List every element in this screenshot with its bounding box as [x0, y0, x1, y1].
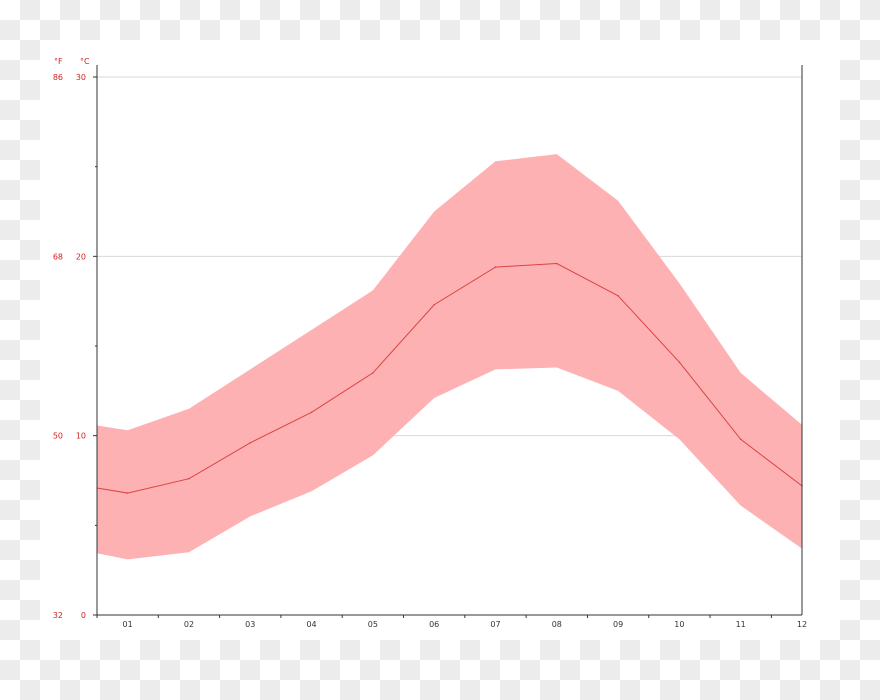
mean-point-07: [494, 266, 497, 268]
x-tick-label-09: 09: [613, 620, 623, 629]
x-tick-label-12: 12: [797, 620, 807, 629]
x-tick-label-11: 11: [736, 620, 746, 629]
y-tick-label-f-86: 86: [53, 73, 63, 82]
mean-point-10: [678, 361, 681, 363]
temperature-range-band: [97, 154, 802, 560]
celsius-unit-label: °C: [80, 57, 90, 66]
x-tick-label-10: 10: [674, 620, 684, 629]
mean-point-09: [617, 294, 619, 297]
mean-point-02: [188, 477, 190, 480]
x-tick-label-04: 04: [306, 620, 316, 629]
mean-point-03: [249, 442, 252, 444]
mean-point-06: [433, 303, 435, 306]
y-tick-label-f-68: 68: [53, 252, 63, 261]
mean-point-05: [372, 372, 374, 374]
x-tick-label-02: 02: [184, 620, 194, 629]
y-tick-label-f-50: 50: [53, 432, 63, 441]
temperature-chart: °F °C 0 32 10 50 20 68 30 86 01 02 03 04 05 06 07 08 09 1…: [53, 57, 807, 629]
x-tick-label-06: 06: [429, 620, 439, 629]
mean-line: [96, 262, 803, 494]
y-tick-label-c-30: 30: [76, 73, 86, 82]
min-max-band: [97, 154, 802, 560]
x-tick-label-01: 01: [123, 620, 133, 629]
x-tick-label-07: 07: [490, 620, 500, 629]
x-tick-label-03: 03: [245, 620, 255, 629]
climate-chart-panel: °F °C 0 32 10 50 20 68 30 86 01 02 03 04 05 06 07 08 09 1…: [40, 40, 840, 640]
y-tick-label-f-32: 32: [53, 611, 63, 620]
mean-point-08: [555, 262, 558, 265]
y-tick-label-c-20: 20: [76, 252, 86, 261]
y-tick-label-c-0: 0: [81, 611, 86, 620]
x-tick-label-08: 08: [552, 620, 562, 629]
mean-point-04: [310, 411, 313, 414]
mean-point-11: [739, 438, 742, 441]
tick-labels: °F °C 0 32 10 50 20 68 30 86 01 02 03 04 05 06 07 08 09 1…: [53, 57, 807, 629]
mean-point-01: [126, 492, 129, 494]
x-tick-label-05: 05: [368, 620, 378, 629]
axes: [93, 65, 803, 618]
fahrenheit-unit-label: °F: [54, 57, 63, 66]
y-tick-label-c-10: 10: [76, 432, 86, 441]
